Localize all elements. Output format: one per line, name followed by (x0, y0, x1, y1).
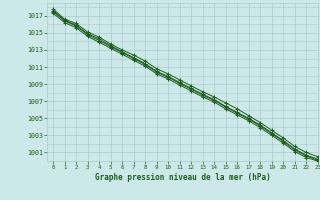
X-axis label: Graphe pression niveau de la mer (hPa): Graphe pression niveau de la mer (hPa) (95, 173, 270, 182)
